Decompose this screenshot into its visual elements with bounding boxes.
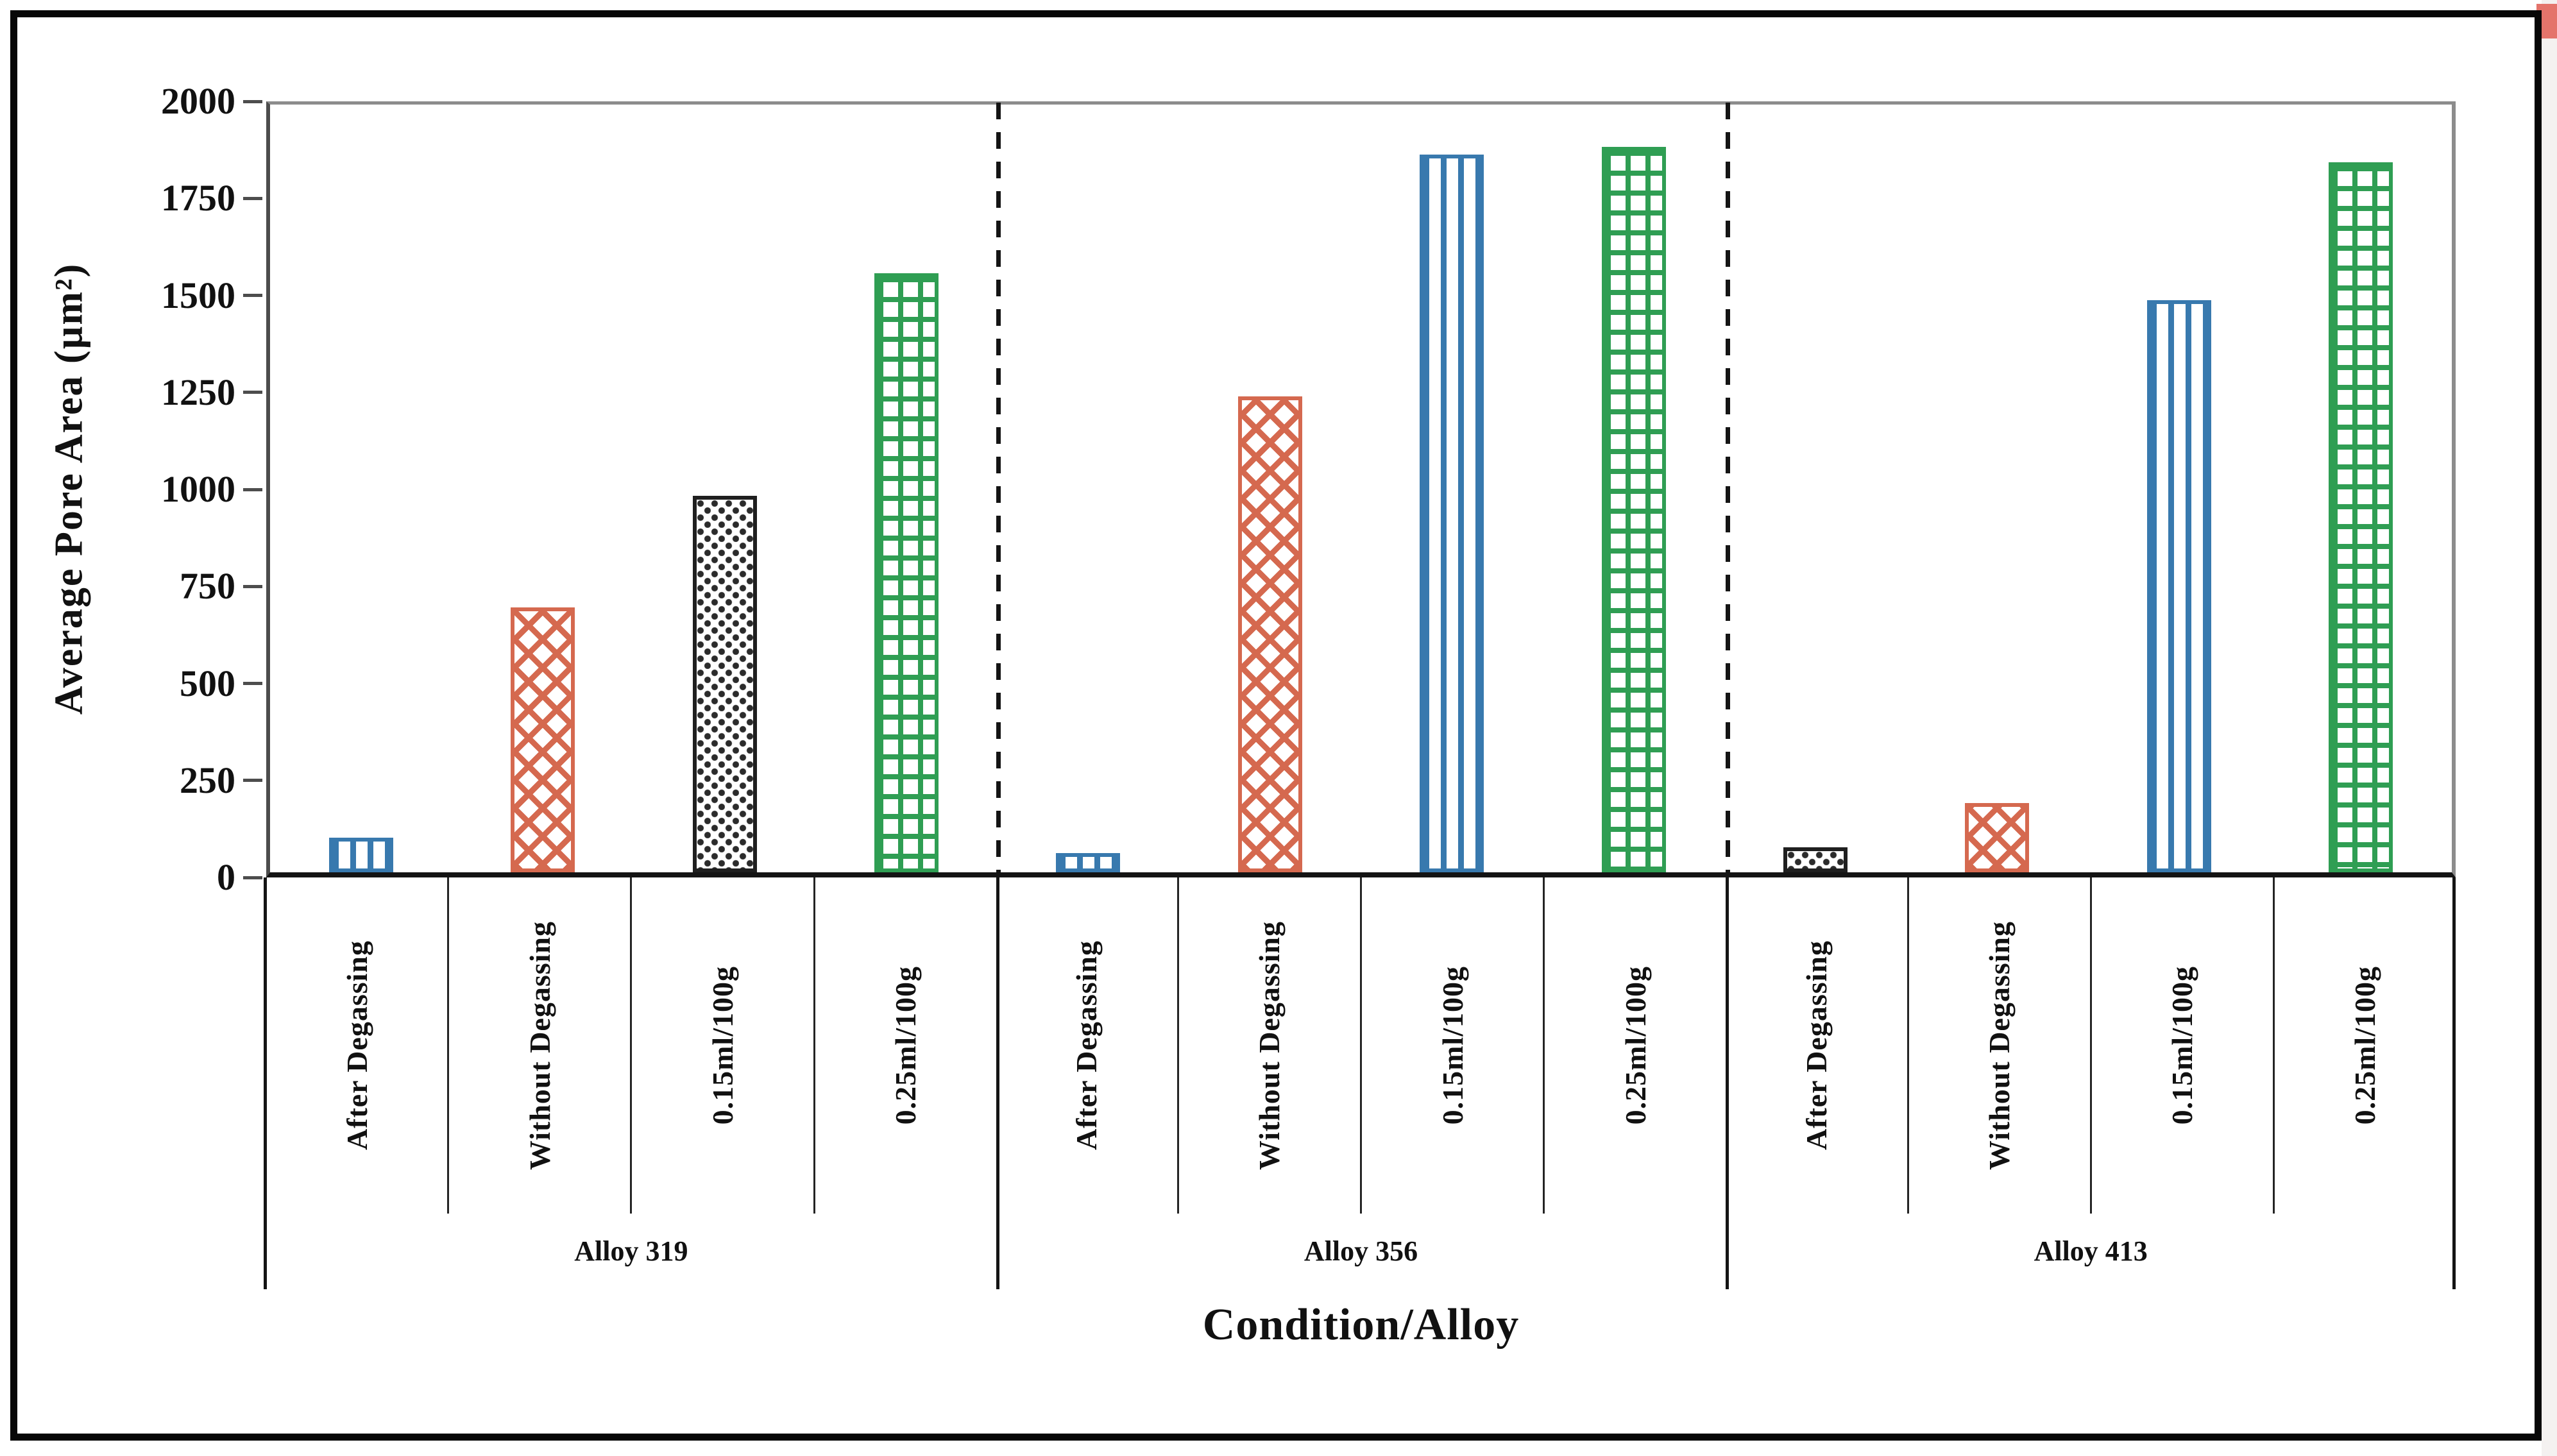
group-label: Alloy 319 xyxy=(574,1235,688,1267)
y-tick-mark xyxy=(243,487,262,491)
category-cell: 0.15ml/100g xyxy=(632,877,815,1214)
category-label: 0.25ml/100g xyxy=(2349,966,2382,1125)
category-label: After Degassing xyxy=(1070,940,1103,1151)
bar-slot xyxy=(2088,105,2270,872)
category-label: 0.25ml/100g xyxy=(1618,966,1652,1125)
bar xyxy=(1965,803,2030,872)
bar-slot xyxy=(270,105,452,872)
category-cell: 0.15ml/100g xyxy=(2092,877,2275,1214)
group-label-row: Alloy 319 Alloy 356 Alloy 413 xyxy=(266,1214,2456,1288)
y-tick-mark xyxy=(243,196,262,200)
bar-slot xyxy=(2270,105,2452,872)
category-cell: Without Degassing xyxy=(449,877,633,1214)
axis-divider xyxy=(264,877,267,1289)
category-label: After Degassing xyxy=(1799,940,1833,1151)
category-label: Without Degassing xyxy=(1253,920,1286,1171)
category-cell: Without Degassing xyxy=(1909,877,2092,1214)
group-separator-dashed xyxy=(996,103,1001,877)
bar-slot xyxy=(1179,105,1361,872)
category-group: After Degassing Without Degassing 0.15ml/1… xyxy=(266,877,996,1214)
y-tick: 1750 xyxy=(161,180,262,217)
y-tick-mark xyxy=(243,779,262,783)
category-cell: After Degassing xyxy=(996,877,1179,1214)
category-label: 0.15ml/100g xyxy=(706,966,739,1125)
y-axis: 0 250 500 750 1000 1250 1500 1750 2000 xyxy=(0,83,262,896)
y-tick: 1500 xyxy=(161,274,262,316)
y-tick-mark xyxy=(243,391,262,394)
bar xyxy=(1601,146,1666,872)
bar-slot xyxy=(815,105,997,872)
category-cell: 0.25ml/100g xyxy=(1545,877,1726,1214)
y-tick-mark xyxy=(243,682,262,685)
bar xyxy=(511,607,575,872)
bar-group xyxy=(270,105,998,872)
y-tick-mark xyxy=(243,294,262,297)
category-label: Without Degassing xyxy=(523,920,556,1171)
bar-group xyxy=(998,105,1725,872)
axis-divider xyxy=(996,877,999,1289)
y-tick-label: 1000 xyxy=(161,468,235,510)
y-tick: 1000 xyxy=(161,471,262,508)
category-group: After Degassing Without Degassing 0.15ml/1… xyxy=(996,877,1726,1214)
group-label: Alloy 356 xyxy=(1304,1235,1418,1267)
category-label-row: After Degassing Without Degassing 0.15ml/1… xyxy=(266,877,2456,1214)
bar-slot xyxy=(452,105,633,872)
page-right-margin xyxy=(2542,0,2557,1456)
y-tick-mark xyxy=(243,99,262,103)
category-group: After Degassing Without Degassing 0.15ml/1… xyxy=(1726,877,2456,1214)
plot-area xyxy=(266,101,2456,877)
bar-slot xyxy=(1907,105,2088,872)
y-tick: 0 xyxy=(217,859,262,896)
bar xyxy=(1056,853,1121,872)
y-tick-label: 1750 xyxy=(161,177,235,219)
y-tick: 500 xyxy=(180,665,262,702)
bar-slot xyxy=(998,105,1179,872)
group-separator-dashed xyxy=(1726,103,1730,877)
bar-slot xyxy=(634,105,815,872)
y-tick-label: 1500 xyxy=(161,274,235,316)
category-label: 0.15ml/100g xyxy=(1436,966,1469,1125)
bar xyxy=(874,273,939,872)
category-label: 0.15ml/100g xyxy=(2166,966,2199,1125)
y-tick-label: 750 xyxy=(180,565,235,607)
y-tick-label: 0 xyxy=(217,856,235,898)
axis-divider xyxy=(1726,877,1729,1289)
bar xyxy=(1237,396,1302,872)
category-label: After Degassing xyxy=(340,940,373,1151)
category-label: 0.25ml/100g xyxy=(889,966,922,1125)
bar-slot xyxy=(1724,105,1906,872)
bar-slot xyxy=(1361,105,1543,872)
y-tick-label: 500 xyxy=(180,662,235,704)
bar-group xyxy=(1724,105,2452,872)
bar xyxy=(1420,154,1484,872)
category-cell: 0.15ml/100g xyxy=(1362,877,1545,1214)
y-tick-label: 2000 xyxy=(161,80,235,122)
x-axis-title: Condition/Alloy xyxy=(1202,1300,1520,1350)
y-tick-label: 1250 xyxy=(161,371,235,413)
category-cell: After Degassing xyxy=(1726,877,1909,1214)
bar xyxy=(692,496,757,872)
y-tick: 2000 xyxy=(161,83,262,120)
bar xyxy=(2146,300,2211,872)
category-cell: After Degassing xyxy=(266,877,450,1214)
y-tick-mark xyxy=(243,876,262,879)
bar xyxy=(1783,847,1848,872)
bar-slot xyxy=(1543,105,1724,872)
category-cell: 0.25ml/100g xyxy=(815,877,996,1214)
group-label: Alloy 413 xyxy=(2034,1235,2148,1267)
y-tick-label: 250 xyxy=(180,759,235,801)
axis-divider xyxy=(2452,877,2456,1289)
y-tick-mark xyxy=(243,584,262,588)
y-tick: 1250 xyxy=(161,371,262,413)
bar xyxy=(328,838,393,872)
category-label: Without Degassing xyxy=(1983,920,2016,1171)
bar xyxy=(2329,162,2393,872)
y-tick: 750 xyxy=(180,568,262,605)
category-cell: 0.25ml/100g xyxy=(2275,877,2456,1214)
category-cell: Without Degassing xyxy=(1179,877,1363,1214)
y-tick: 250 xyxy=(180,759,262,801)
